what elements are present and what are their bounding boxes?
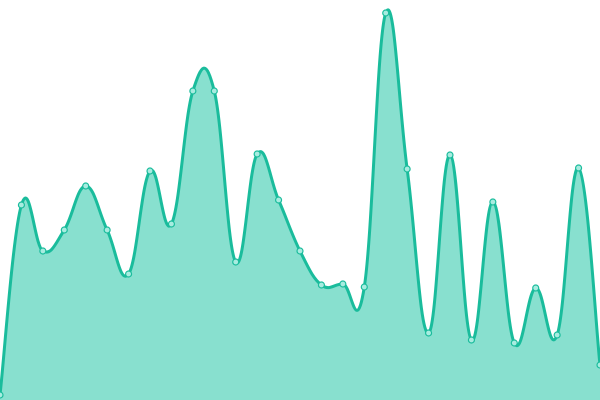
data-point-13 <box>274 196 283 204</box>
data-point-5 <box>103 226 111 234</box>
data-point-23 <box>489 198 497 206</box>
data-point-11 <box>232 258 240 266</box>
data-points <box>0 9 600 399</box>
data-point-21 <box>446 151 454 159</box>
data-point-7 <box>146 167 154 175</box>
data-point-10 <box>210 87 218 95</box>
data-point-0 <box>0 391 4 399</box>
data-point-27 <box>574 164 583 172</box>
data-point-1 <box>17 201 26 209</box>
data-point-28 <box>596 361 600 369</box>
data-point-18 <box>382 9 390 17</box>
data-point-9 <box>189 87 197 95</box>
data-point-4 <box>82 182 90 190</box>
data-point-15 <box>317 281 326 289</box>
area-fill <box>0 9 600 400</box>
series-line <box>0 8 600 396</box>
data-point-26 <box>553 331 561 339</box>
data-point-22 <box>467 336 476 344</box>
data-point-16 <box>339 280 347 288</box>
data-point-25 <box>532 284 540 292</box>
data-point-6 <box>124 270 133 278</box>
data-point-14 <box>296 247 304 255</box>
data-point-19 <box>403 165 411 173</box>
data-point-20 <box>424 329 433 337</box>
data-point-3 <box>60 226 68 234</box>
data-point-2 <box>39 247 47 255</box>
data-point-12 <box>253 150 261 158</box>
data-point-24 <box>510 339 518 347</box>
data-point-17 <box>360 283 368 291</box>
data-point-8 <box>167 220 176 228</box>
